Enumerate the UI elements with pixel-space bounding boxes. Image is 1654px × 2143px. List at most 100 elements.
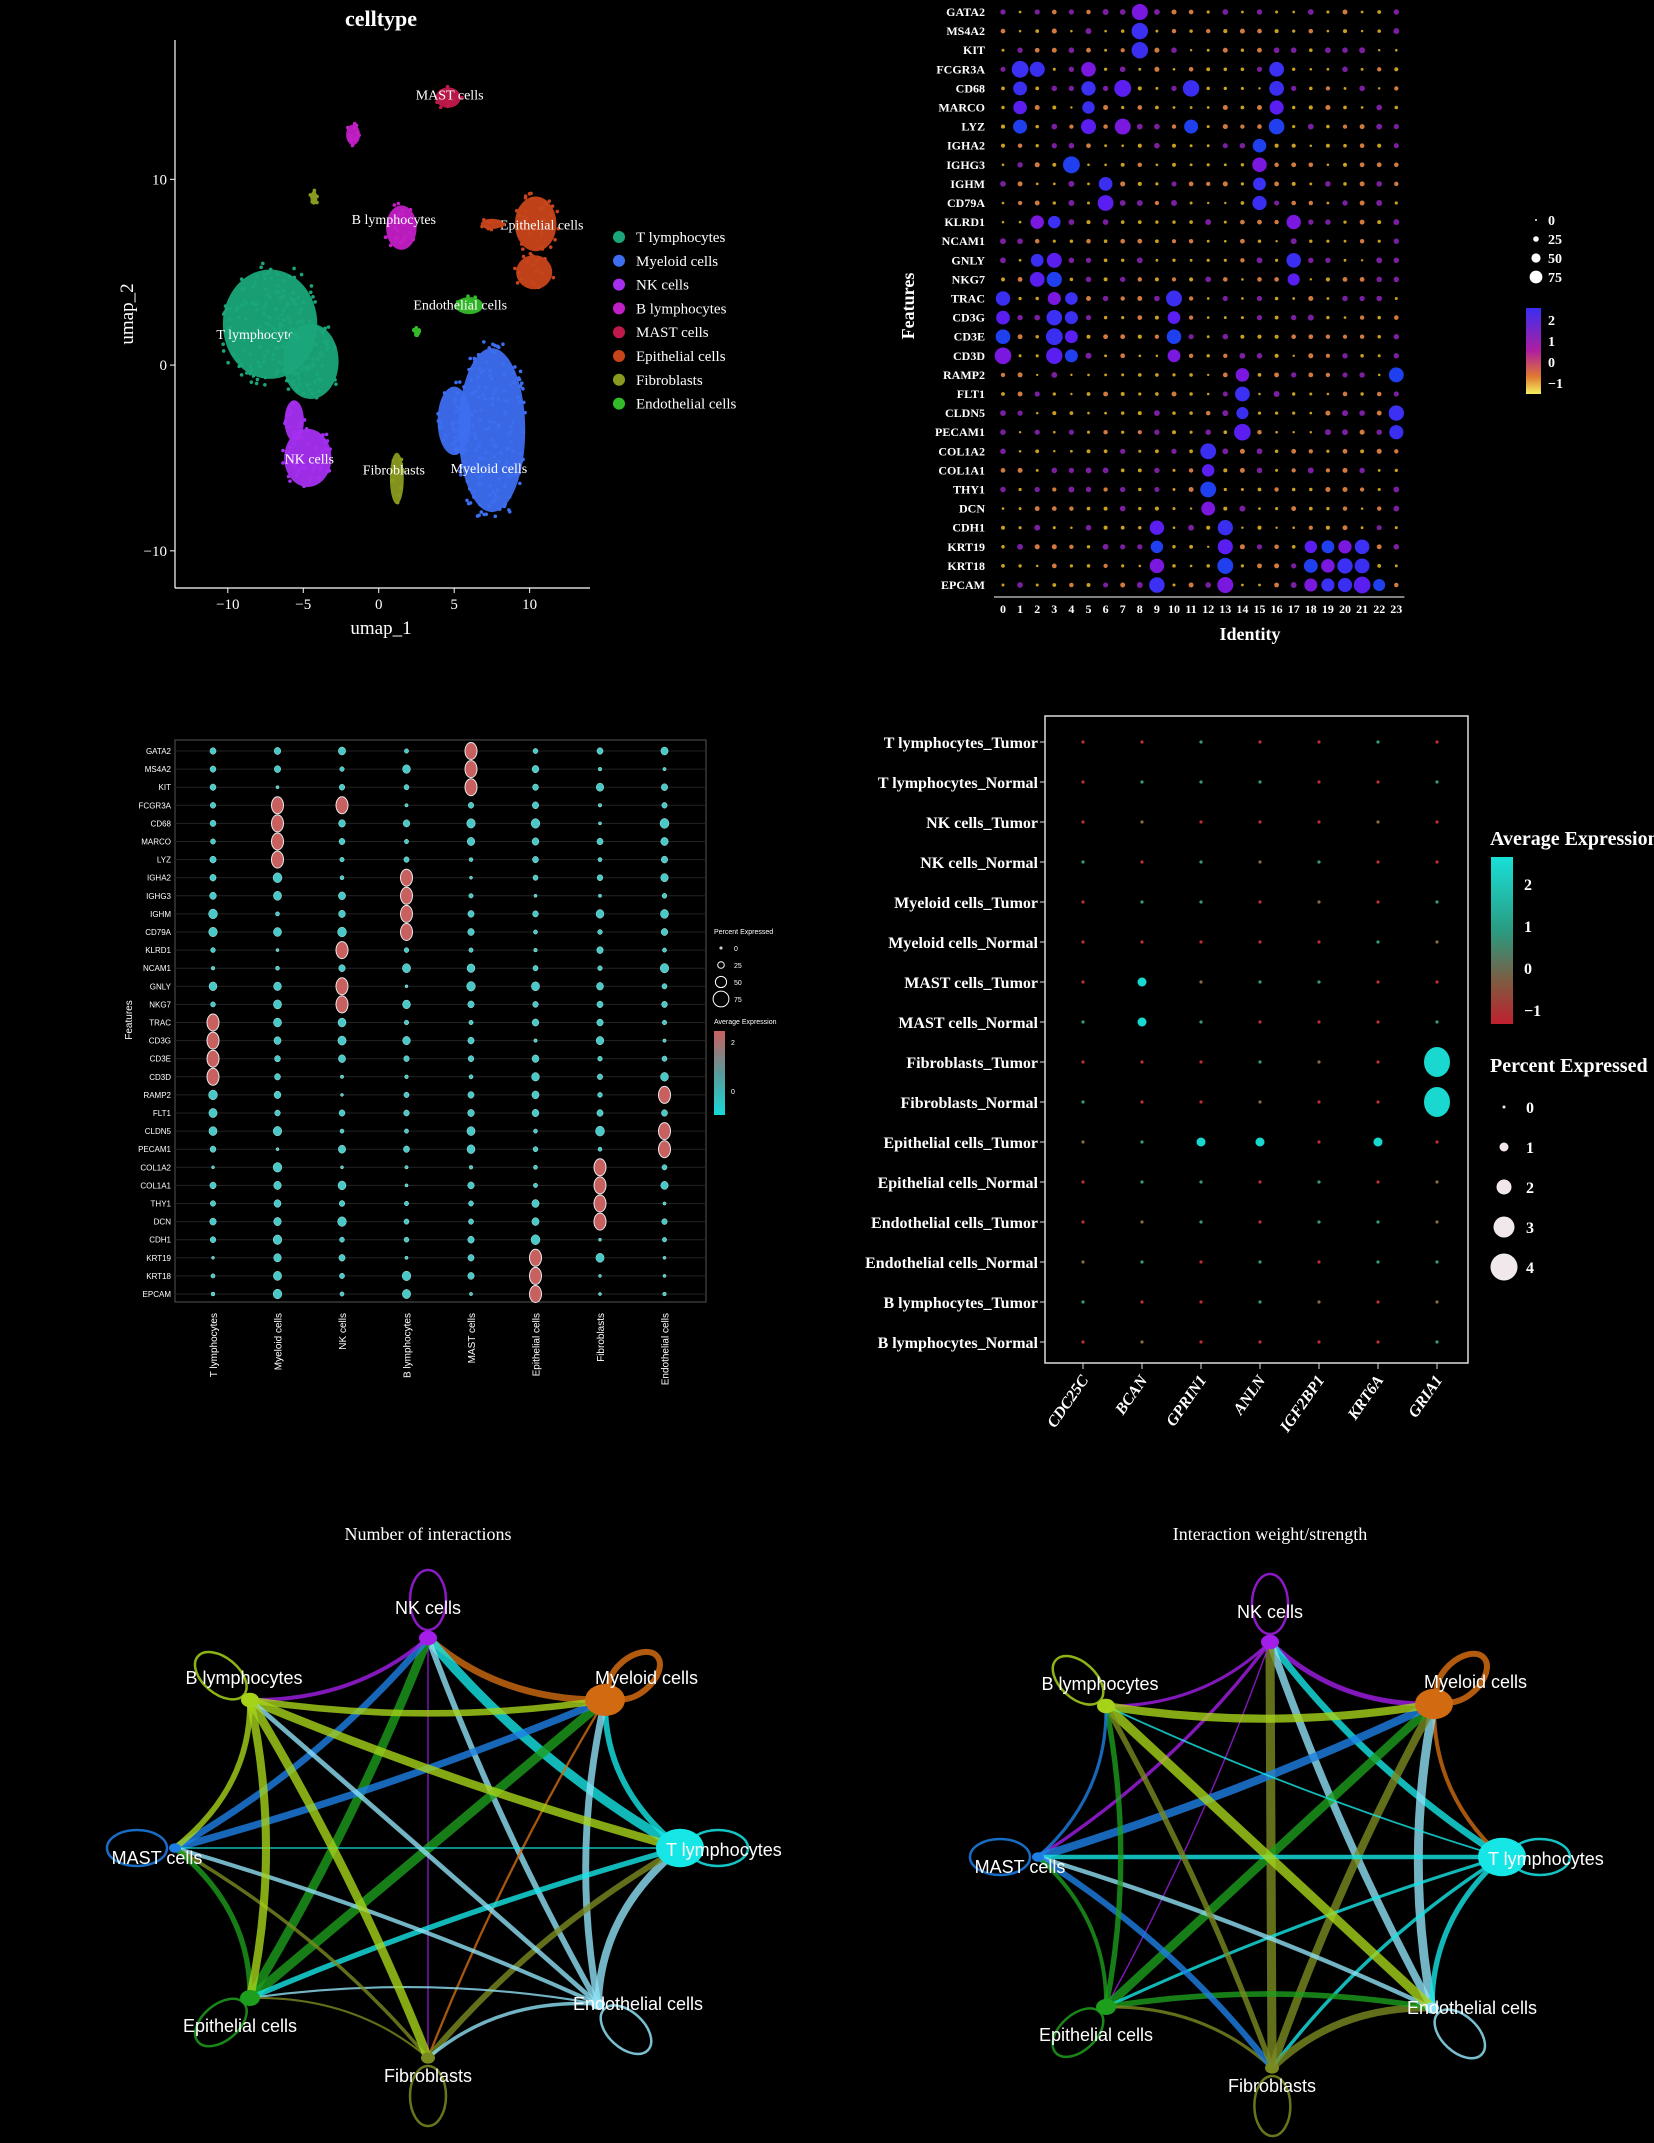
dot-mark xyxy=(1001,105,1005,110)
dot-mark xyxy=(1206,316,1210,319)
umap-point xyxy=(521,247,525,251)
dot-mark xyxy=(404,803,409,808)
dot-mark xyxy=(1046,309,1063,326)
umap-point xyxy=(453,439,457,444)
dot-mark xyxy=(1394,162,1399,168)
dot-mark xyxy=(533,1164,538,1170)
dot-mark xyxy=(1359,143,1365,149)
dot-mark xyxy=(210,838,216,845)
umap-point xyxy=(511,420,515,424)
dot-mark xyxy=(1376,448,1382,454)
dot-mark xyxy=(1119,505,1126,512)
umap-point xyxy=(509,424,514,429)
dot-mark xyxy=(1325,86,1331,91)
feature-tick-label: TRAC xyxy=(951,292,985,306)
dot-mark xyxy=(1253,177,1266,191)
dot-mark xyxy=(1120,468,1125,473)
dot-mark xyxy=(1086,47,1091,53)
umap-point xyxy=(277,290,281,294)
feature-tick-label: RAMP2 xyxy=(143,1091,171,1100)
umap-point xyxy=(476,444,480,448)
dot-mark xyxy=(1068,9,1075,15)
dot-mark xyxy=(1360,507,1364,510)
dot-mark xyxy=(466,818,476,829)
dot-mark xyxy=(1258,940,1262,944)
dot-mark xyxy=(1376,391,1382,397)
color-legend-label: 1 xyxy=(1524,919,1532,936)
dot-mark xyxy=(1120,411,1125,415)
dot-mark xyxy=(340,1074,344,1079)
dot-mark xyxy=(467,910,475,918)
umap-point xyxy=(317,389,321,394)
umap-point xyxy=(349,134,354,138)
size-legend-dot xyxy=(719,946,723,950)
umap-point xyxy=(492,420,496,425)
dot-mark xyxy=(1304,540,1318,554)
dot-mark xyxy=(1140,1260,1144,1264)
dot-mark xyxy=(339,1291,345,1297)
dot-mark xyxy=(1154,334,1160,339)
dot-mark xyxy=(1137,411,1142,416)
dot-mark xyxy=(1256,353,1263,359)
dot-mark xyxy=(1140,1100,1144,1104)
dot-mark xyxy=(1257,429,1262,435)
dot-mark xyxy=(1360,67,1364,71)
umap-point xyxy=(466,294,470,298)
dot-mark xyxy=(404,839,409,844)
umap-point xyxy=(311,341,315,346)
dot-mark xyxy=(1291,448,1297,454)
umap-point xyxy=(261,261,265,266)
dot-mark xyxy=(1199,1340,1203,1344)
dot-mark xyxy=(1325,47,1331,54)
dot-mark xyxy=(1359,200,1365,206)
umap-cluster xyxy=(345,121,361,148)
dot-mark xyxy=(1154,295,1160,302)
dot-mark xyxy=(1051,506,1057,511)
dot-mark xyxy=(1017,162,1023,168)
dot-mark xyxy=(995,329,1011,345)
umap-point xyxy=(236,358,241,363)
dot-mark xyxy=(1017,238,1023,245)
umap-point xyxy=(304,364,308,369)
umap-point xyxy=(262,311,266,316)
dot-mark xyxy=(206,1013,220,1032)
umap-point xyxy=(514,208,519,213)
dot-mark xyxy=(1120,448,1126,454)
dot-mark xyxy=(1001,525,1005,530)
dot-mark xyxy=(662,1019,667,1026)
dot-mark xyxy=(1069,582,1074,588)
dot-mark xyxy=(1154,315,1159,320)
umap-point xyxy=(438,105,443,110)
dot-mark xyxy=(339,875,345,880)
feature-tick-label: NKG7 xyxy=(952,272,985,286)
dot-mark xyxy=(1240,105,1245,110)
dot-mark xyxy=(1274,563,1280,569)
dot-mark xyxy=(1223,487,1227,492)
dot-mark xyxy=(1252,195,1267,211)
group-tick-label: MAST cells_Tumor xyxy=(904,975,1038,992)
dot-mark xyxy=(1393,143,1399,149)
umap-point xyxy=(443,433,448,438)
umap-point xyxy=(275,369,280,373)
umap-point xyxy=(228,325,233,329)
umap-point xyxy=(478,483,483,487)
dot-mark xyxy=(1326,449,1330,453)
dot-mark xyxy=(1034,47,1040,53)
dot-mark xyxy=(1393,123,1399,130)
dot-mark xyxy=(1338,540,1352,554)
dot-mark xyxy=(596,946,604,954)
dot-mark xyxy=(1140,1220,1144,1224)
umap-point xyxy=(511,449,515,453)
dot-mark xyxy=(1326,10,1330,14)
umap-point xyxy=(488,368,492,373)
dot-mark xyxy=(1377,564,1382,568)
dot-mark xyxy=(1085,314,1092,321)
dot-mark xyxy=(1070,29,1073,33)
network-title: Number of interactions xyxy=(345,1524,512,1544)
dot-mark xyxy=(1171,181,1177,187)
dot-mark xyxy=(1052,201,1056,205)
network-edge xyxy=(425,1845,682,2060)
dot-mark xyxy=(1034,391,1040,397)
dot-mark xyxy=(1171,47,1177,54)
dot-mark xyxy=(1239,448,1245,454)
